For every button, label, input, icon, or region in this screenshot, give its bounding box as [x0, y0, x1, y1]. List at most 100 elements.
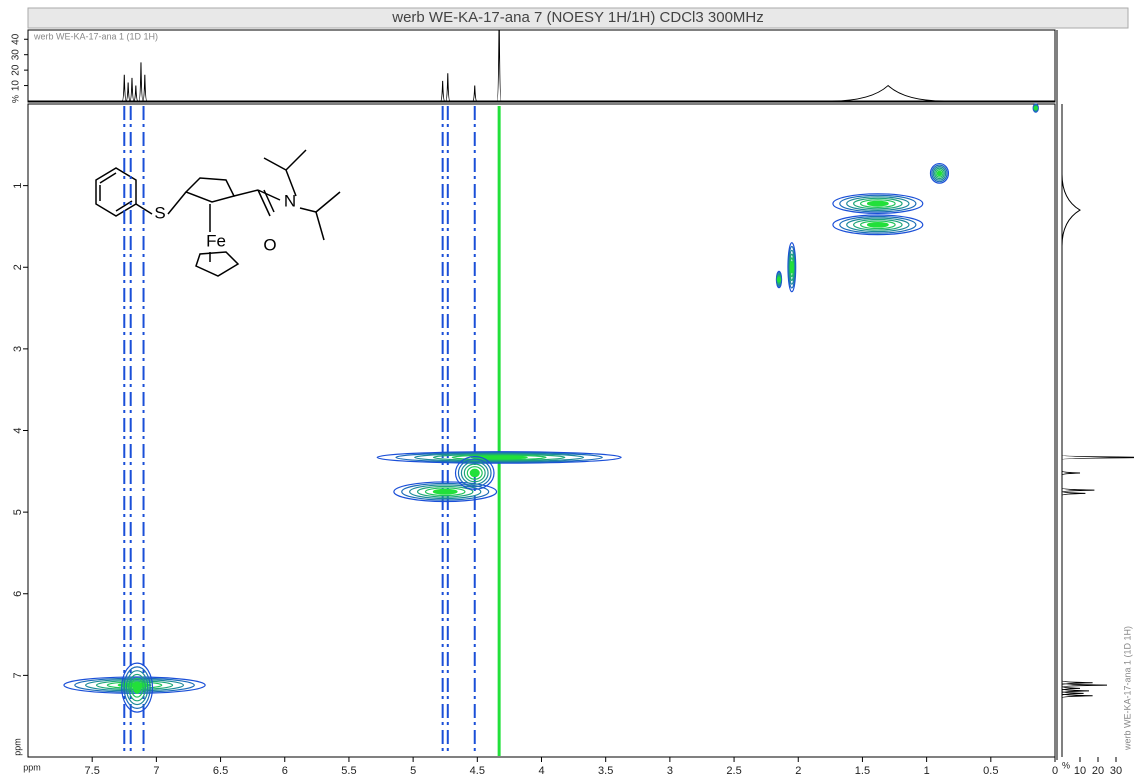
x-tick-label: 5	[410, 765, 416, 777]
y-unit-label: %	[10, 95, 20, 103]
cross-peak	[393, 481, 498, 503]
contour	[457, 458, 492, 488]
x-tick-label: 0	[1052, 765, 1058, 777]
contour	[839, 194, 917, 213]
x-tick-label: 3.5	[598, 765, 613, 777]
contour	[929, 162, 950, 184]
peak	[831, 84, 945, 102]
contour	[859, 199, 896, 208]
contour	[376, 451, 622, 464]
contour	[130, 677, 144, 698]
cross-peak	[832, 214, 924, 236]
y-tick-label: 1	[12, 183, 24, 189]
cross-peak	[775, 270, 783, 289]
y-tick-label: 20	[11, 64, 22, 76]
contour	[935, 169, 944, 178]
y-tick-label: 3	[12, 346, 24, 352]
title-bar	[27, 7, 1129, 29]
x-tick-label: 6	[282, 765, 288, 777]
contour	[409, 484, 482, 500]
contour	[451, 454, 547, 461]
cross-peak	[1032, 103, 1039, 113]
x-tick-label: 0.5	[983, 765, 998, 777]
contour	[853, 197, 903, 210]
contour	[401, 482, 490, 501]
x-tick-label: 6.5	[213, 765, 228, 777]
projection-name: werb WE-KA-17-ana 1 (1D 1H)	[33, 31, 158, 41]
peak	[1061, 490, 1086, 496]
contour	[832, 214, 924, 236]
contour	[932, 166, 947, 181]
peak	[440, 80, 446, 102]
x-tick-label: 3	[667, 765, 673, 777]
contour	[121, 662, 154, 713]
y-tick-label: 7	[12, 672, 24, 678]
y-tick-label: 10	[11, 80, 22, 92]
projection-name: werb WE-KA-17-ana 1 (1D 1H)	[1122, 626, 1132, 751]
y-tick-label: 4	[12, 427, 24, 433]
contour	[846, 196, 910, 211]
peak	[1061, 680, 1093, 686]
peak	[1061, 685, 1081, 691]
contour	[866, 221, 889, 228]
contour	[393, 481, 498, 503]
peak	[445, 73, 451, 102]
top-panel	[27, 29, 1056, 103]
atom-label: O	[263, 235, 276, 254]
contour	[125, 670, 149, 706]
peak	[125, 82, 131, 102]
peak	[1061, 454, 1134, 460]
contour	[416, 485, 474, 498]
y-tick-label: 40	[11, 33, 22, 45]
y-tick-label: 2	[12, 264, 24, 270]
contour	[839, 215, 917, 234]
x-tick-label: 20	[1092, 765, 1104, 777]
contour	[63, 676, 206, 694]
atom-label: N	[284, 191, 296, 210]
contour	[466, 466, 483, 480]
x-tick-label: 4	[538, 765, 544, 777]
contour	[432, 488, 458, 495]
contour	[776, 277, 782, 282]
contour	[866, 200, 889, 207]
y-tick-label: 5	[12, 509, 24, 515]
x-tick-label: 1	[924, 765, 930, 777]
peak	[142, 74, 148, 102]
contour	[414, 452, 585, 462]
x-tick-label: 30	[1110, 765, 1122, 777]
contour	[469, 468, 480, 478]
contour	[463, 463, 486, 483]
peak	[129, 77, 135, 102]
title: werb WE-KA-17-ana 7 (NOESY 1H/1H) CDCl3 …	[391, 9, 764, 26]
contour	[859, 220, 896, 230]
contour	[931, 164, 948, 183]
peak	[1061, 174, 1081, 247]
contour	[123, 666, 151, 709]
contour	[936, 170, 943, 177]
atom-label: Fe	[206, 231, 226, 250]
peak	[472, 85, 478, 102]
peak	[1061, 487, 1095, 493]
contour	[789, 260, 794, 274]
peak	[133, 85, 139, 102]
x-tick-label: 7	[153, 765, 159, 777]
cross-peak	[832, 193, 924, 214]
x-tick-label: 7.5	[85, 765, 100, 777]
cross-peak	[787, 242, 797, 293]
peak	[121, 74, 127, 102]
contour	[460, 461, 489, 485]
peak	[138, 62, 144, 102]
y-tick-label: 30	[11, 49, 22, 61]
contour	[934, 167, 945, 180]
y-tick-label: 6	[12, 591, 24, 597]
contour	[832, 193, 924, 214]
cross-peak	[121, 662, 154, 713]
contour	[846, 217, 910, 233]
atom-label: S	[154, 203, 165, 222]
peak	[1061, 470, 1081, 476]
peak	[496, 30, 502, 102]
contour	[132, 681, 142, 694]
molecule	[95, 149, 341, 277]
x-unit-label: %	[1062, 760, 1070, 770]
